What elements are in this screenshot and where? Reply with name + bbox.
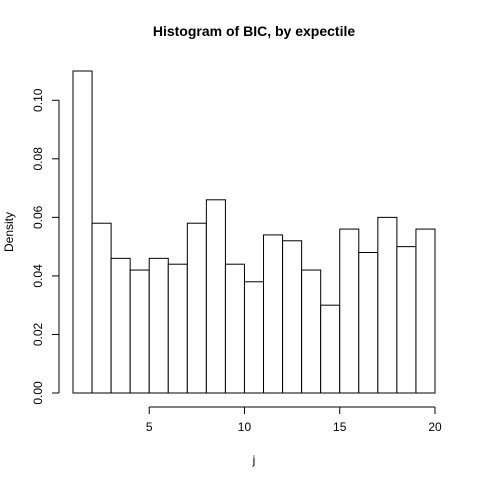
y-tick-label: 0.10 — [31, 88, 45, 112]
histogram-bar — [110, 257, 131, 394]
histogram-bar — [263, 234, 284, 394]
histogram-bar — [148, 257, 169, 394]
histogram-bar — [91, 222, 112, 394]
histogram-bar — [167, 263, 188, 394]
histogram-bar — [205, 199, 226, 394]
histogram-bar — [224, 263, 245, 394]
histogram-bar — [339, 228, 360, 394]
histogram-bar — [243, 281, 265, 394]
histogram-bar — [320, 304, 341, 394]
histogram-bar — [129, 269, 150, 394]
y-tick-label: 0.00 — [31, 381, 45, 405]
y-axis: 0.00 0.02 0.04 0.06 0.08 0.10 — [31, 88, 60, 405]
histogram-bar — [415, 228, 436, 394]
y-tick-label: 0.04 — [31, 264, 45, 288]
x-axis: 5 10 15 20 — [146, 406, 442, 434]
x-tick-label: 5 — [146, 420, 153, 434]
y-axis-label: Density — [2, 212, 16, 252]
histogram-bar — [396, 246, 417, 394]
histogram-bar — [72, 70, 93, 394]
y-tick-label: 0.08 — [31, 147, 45, 171]
chart-title: Histogram of BIC, by expectile — [153, 23, 355, 39]
x-tick-label: 10 — [238, 420, 252, 434]
x-axis-label: j — [252, 453, 256, 467]
x-tick-label: 15 — [333, 420, 347, 434]
histogram-bar — [301, 269, 322, 394]
bars-group — [72, 70, 436, 394]
histogram-bar — [358, 251, 379, 394]
y-tick-label: 0.02 — [31, 322, 45, 346]
histogram-bar — [186, 222, 207, 394]
histogram-bar — [282, 240, 303, 394]
y-tick-label: 0.06 — [31, 205, 45, 229]
histogram-bar — [377, 216, 398, 394]
x-tick-label: 20 — [428, 420, 442, 434]
